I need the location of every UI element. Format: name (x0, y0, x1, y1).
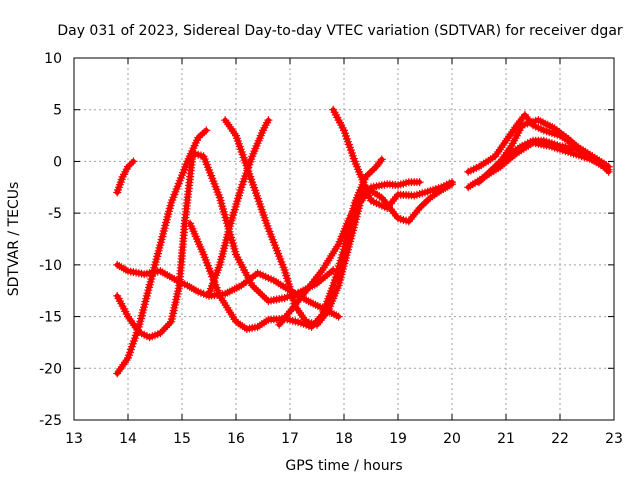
y-tick-label: -20 (39, 361, 62, 377)
y-tick-label: 5 (53, 103, 62, 119)
series-markers (480, 138, 613, 181)
y-tick-label: -25 (39, 413, 62, 429)
series-layer (113, 105, 613, 378)
series-markers (221, 116, 424, 329)
series-arc-a (113, 157, 138, 197)
series-markers (205, 116, 273, 298)
x-tick-label: 21 (497, 431, 515, 447)
x-tick-label: 16 (227, 431, 245, 447)
y-tick-label: -10 (39, 258, 62, 274)
series-arc-i (329, 105, 456, 212)
series-arc-m (480, 138, 613, 181)
series-markers (329, 105, 456, 212)
x-tick-label: 20 (443, 431, 461, 447)
x-tick-label: 14 (119, 431, 137, 447)
series-markers (275, 180, 456, 329)
x-tick-label: 22 (551, 431, 569, 447)
x-tick-labels: 13 14 15 16 17 18 19 20 21 22 23 (65, 431, 623, 447)
x-axis-label: GPS time / hours (285, 458, 402, 474)
y-axis-label: SDTVAR / TECUs (6, 182, 22, 297)
series-markers (113, 157, 138, 197)
y-tick-labels: -25 -20 -15 -10 -5 0 5 10 (39, 51, 62, 429)
x-tick-label: 13 (65, 431, 83, 447)
x-tick-label: 18 (335, 431, 353, 447)
x-tick-label: 19 (389, 431, 407, 447)
series-arc-h (275, 180, 456, 329)
y-tick-label: -5 (48, 206, 62, 222)
chart-title: Day 031 of 2023, Sidereal Day-to-day VTE… (57, 23, 623, 39)
y-tick-label: 10 (44, 51, 62, 67)
x-tick-label: 17 (281, 431, 299, 447)
series-markers (113, 126, 211, 378)
x-tick-label: 15 (173, 431, 191, 447)
x-tick-label: 23 (605, 431, 623, 447)
series-arc-d (113, 126, 211, 378)
series-arc-f (205, 116, 273, 298)
y-tick-label: -15 (39, 310, 62, 326)
y-tick-label: 0 (53, 154, 62, 170)
ticks (73, 57, 615, 421)
